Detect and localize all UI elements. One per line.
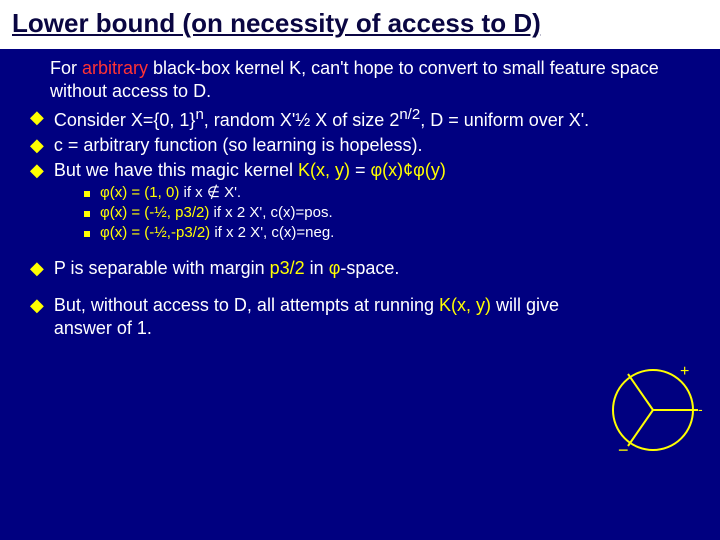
sub-3: φ(x) = (-½,-p3/2) if x 2 X', c(x)=neg. <box>84 224 698 243</box>
square-icon <box>84 211 90 217</box>
square-icon <box>84 231 90 237</box>
b1a: Consider X={0, 1} <box>54 110 196 130</box>
diamond-icon: ◆ <box>30 294 44 317</box>
diamond-icon: ◆ <box>30 134 44 157</box>
sub-2: φ(x) = (-½, p3/2) if x 2 X', c(x)=pos. <box>84 204 698 223</box>
b4c: -space. <box>340 258 399 278</box>
diagram-svg: + − - <box>598 360 708 460</box>
b1c: , D = uniform over X'. <box>420 110 589 130</box>
bullet-2-text: c = arbitrary function (so learning is h… <box>54 134 698 157</box>
b3b: = <box>350 160 371 180</box>
bullet-3: ◆ But we have this magic kernel K(x, y) … <box>30 159 698 182</box>
b5a: But, without access to D, all attempts a… <box>54 295 439 315</box>
bullet-3-text: But we have this magic kernel K(x, y) = … <box>54 159 698 182</box>
b5k: K(x, y) <box>439 295 491 315</box>
diamond-icon: ◆ <box>30 257 44 280</box>
b3k: K(x, y) <box>298 160 350 180</box>
diamond-icon: ◆ <box>30 159 44 182</box>
s1b: if x ∉ X'. <box>179 184 241 201</box>
slide-title: Lower bound (on necessity of access to D… <box>0 0 720 49</box>
bullet-1: ◆ Consider X={0, 1}n, random X'½ X of si… <box>30 106 698 132</box>
bullet-5: ◆ But, without access to D, all attempts… <box>30 294 698 339</box>
minus-label: − <box>618 440 629 460</box>
s3a: φ(x) = (-½,-p3/2) <box>100 224 210 241</box>
slide-body: For arbitrary black-box kernel K, can't … <box>0 49 720 339</box>
s2a: φ(x) = (-½, p3/2) <box>100 204 209 221</box>
s2b: if x 2 X', c(x)=pos. <box>209 204 332 221</box>
sub-3-text: φ(x) = (-½,-p3/2) if x 2 X', c(x)=neg. <box>100 224 334 243</box>
b1exp: n/2 <box>399 106 420 123</box>
b3phi: φ(x)¢φ(y) <box>370 160 445 180</box>
lead-a: For <box>50 58 82 78</box>
bullet-5-text: But, without access to D, all attempts a… <box>54 294 578 339</box>
bullet-4: ◆ P is separable with margin p3/2 in φ-s… <box>30 257 698 280</box>
sub-1-text: φ(x) = (1, 0) if x ∉ X'. <box>100 184 241 203</box>
lead-arbitrary: arbitrary <box>82 58 148 78</box>
plus-label: + <box>680 363 689 380</box>
lead-text: For arbitrary black-box kernel K, can't … <box>30 57 698 102</box>
bullet-4-text: P is separable with margin p3/2 in φ-spa… <box>54 257 698 280</box>
s3b: if x 2 X', c(x)=neg. <box>210 224 334 241</box>
diamond-icon: ◆ <box>30 106 44 129</box>
b4m: p3/2 <box>270 258 305 278</box>
b3a: But we have this magic kernel <box>54 160 298 180</box>
b4b: in <box>305 258 329 278</box>
phi-space-diagram: + − - <box>598 360 708 460</box>
bullet-1-text: Consider X={0, 1}n, random X'½ X of size… <box>54 106 698 132</box>
right-dash: - <box>698 401 703 417</box>
b1n: n <box>195 106 203 123</box>
sub-2-text: φ(x) = (-½, p3/2) if x 2 X', c(x)=pos. <box>100 204 333 223</box>
bullet-2: ◆ c = arbitrary function (so learning is… <box>30 134 698 157</box>
square-icon <box>84 191 90 197</box>
s1a: φ(x) = (1, 0) <box>100 184 179 201</box>
b4phi: φ <box>329 258 341 278</box>
sub-1: φ(x) = (1, 0) if x ∉ X'. <box>84 184 698 203</box>
b4a: P is separable with margin <box>54 258 270 278</box>
b1b: , random X'½ X of size 2 <box>204 110 400 130</box>
